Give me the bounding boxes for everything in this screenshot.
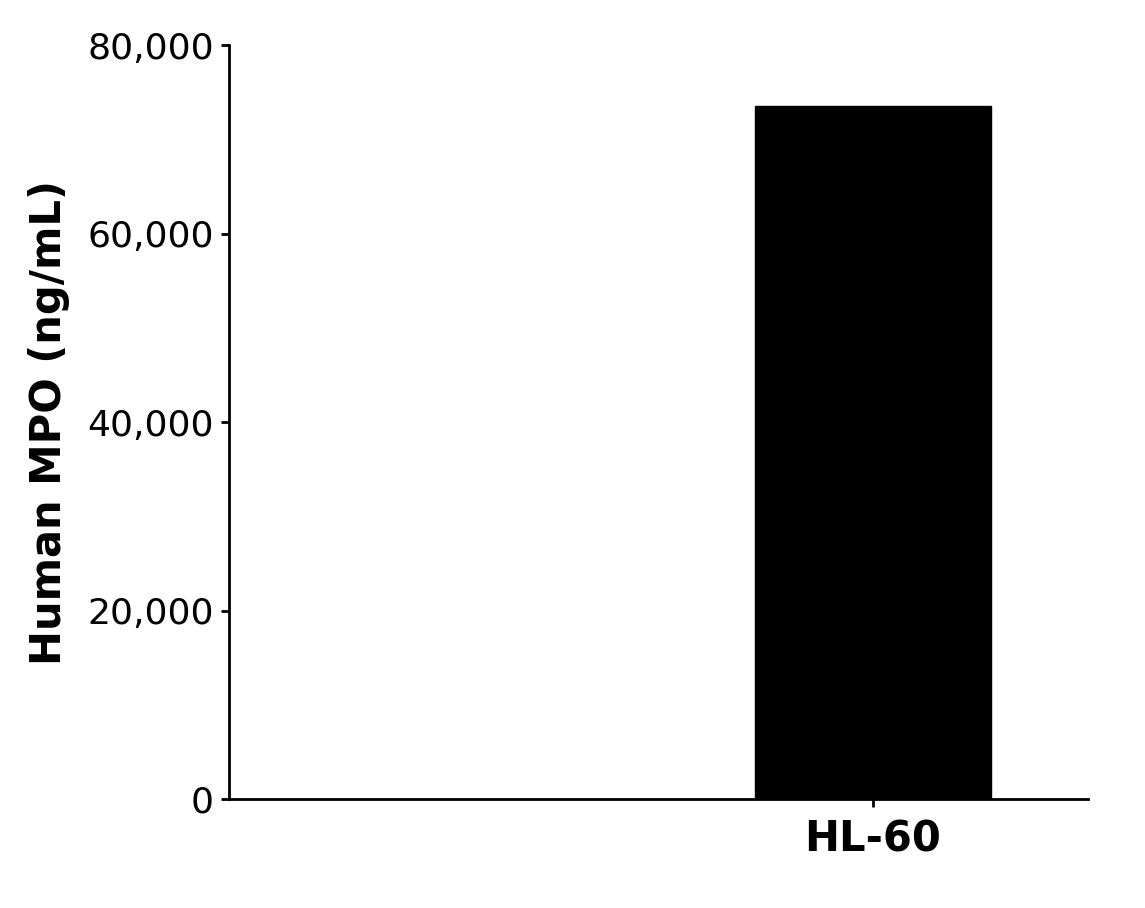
Bar [755,106,992,799]
Y-axis label: Human MPO (ng/mL): Human MPO (ng/mL) [29,180,71,665]
